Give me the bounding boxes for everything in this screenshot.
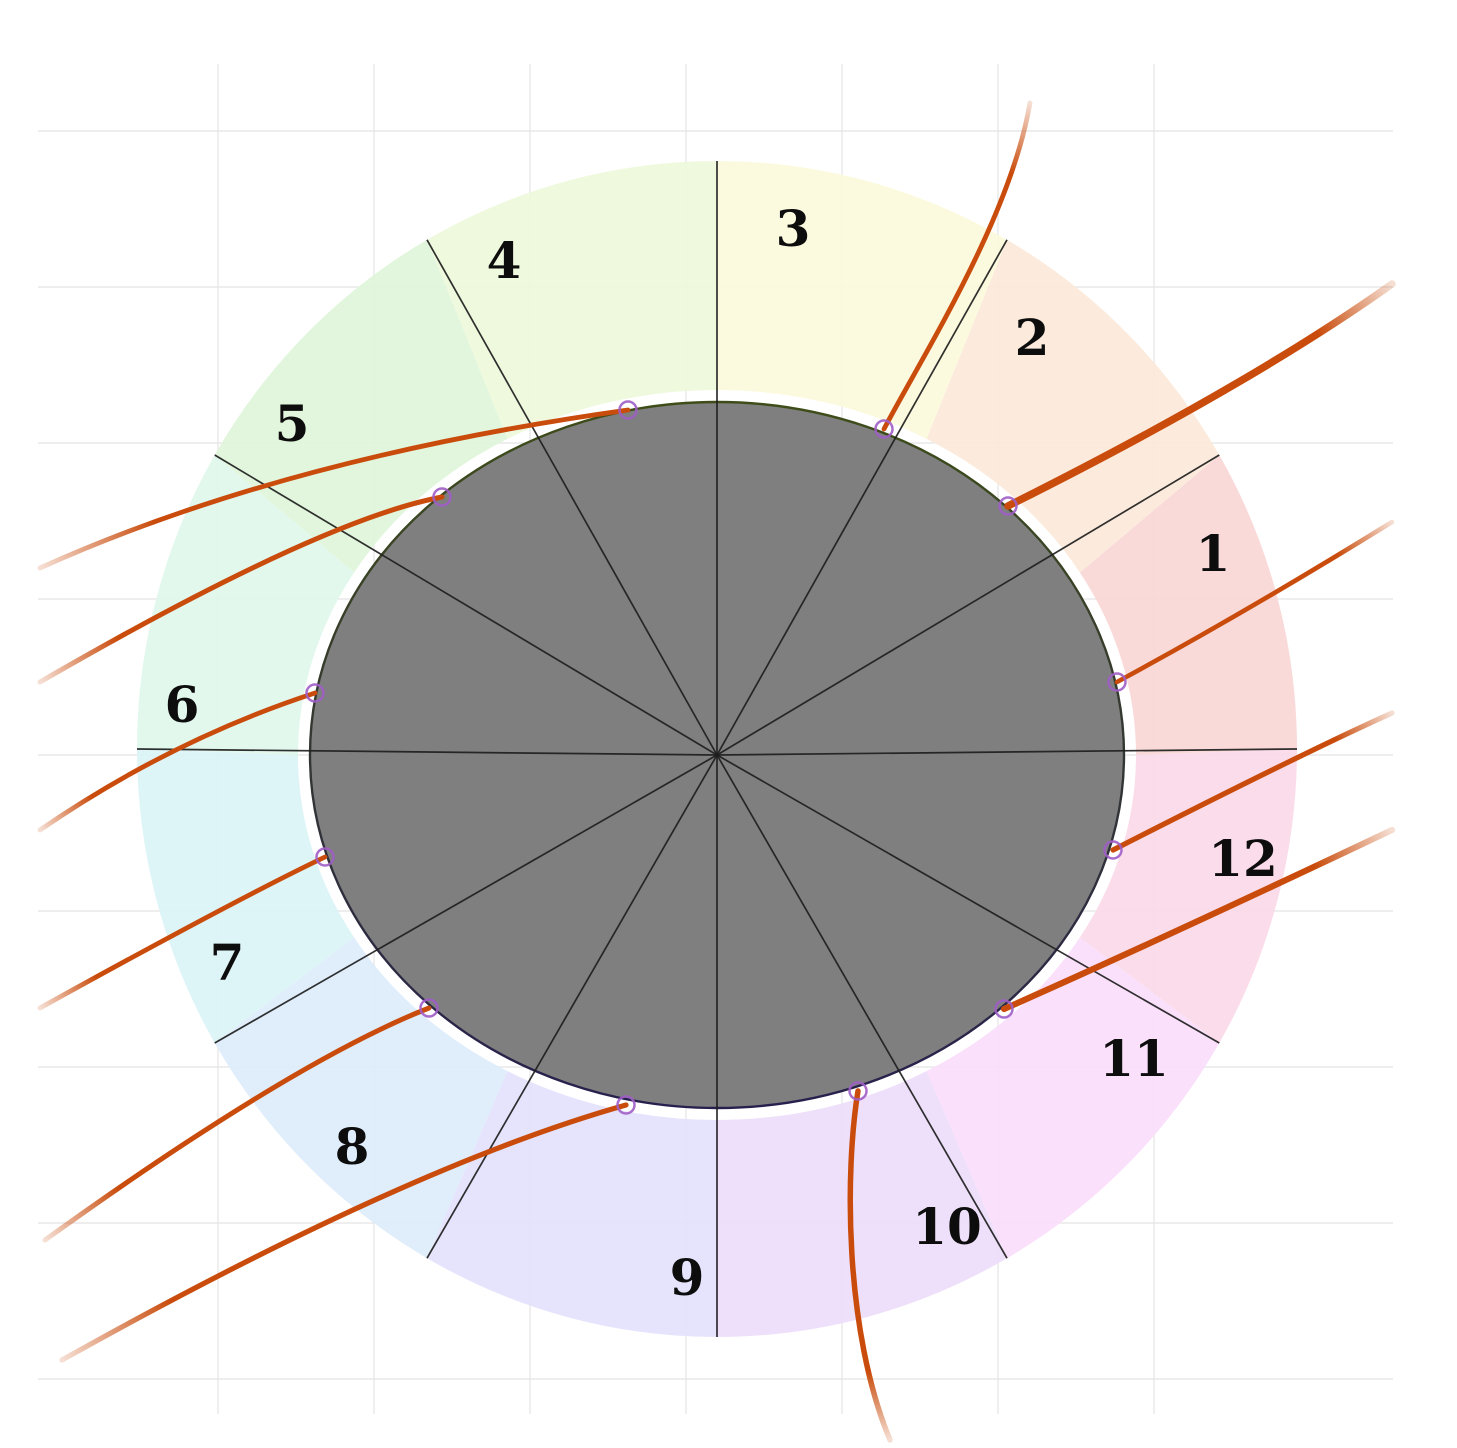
sector-9 <box>427 1071 717 1337</box>
field-curve-12 <box>1110 710 1395 853</box>
sector-label-5: 5 <box>275 394 310 453</box>
field-curve-8 <box>42 1005 432 1243</box>
field-curve-10 <box>847 1088 893 1443</box>
curve-start-marker-2-icon <box>998 496 1018 516</box>
sector-label-12: 12 <box>1208 829 1278 888</box>
curve-start-marker-3-icon <box>874 419 894 439</box>
curve-start-marker-8-icon <box>419 998 439 1018</box>
curve-start-marker-12-icon <box>1103 840 1123 860</box>
curve-start-marker-10-icon <box>848 1081 868 1101</box>
curve-start-markers <box>305 400 1127 1115</box>
sector-label-8: 8 <box>335 1117 370 1176</box>
curve-start-marker-7-icon <box>315 847 335 867</box>
field-curve-1 <box>1114 519 1395 685</box>
field-curve-5 <box>37 494 445 685</box>
spoke-240deg <box>426 754 718 1259</box>
sector-label-9: 9 <box>670 1248 705 1307</box>
spoke-330deg <box>716 754 1220 1044</box>
sector-12 <box>1079 749 1297 1043</box>
curve-start-marker-6-icon <box>305 683 325 703</box>
sector-6 <box>137 455 355 755</box>
spoke-30deg <box>716 454 1220 756</box>
sector-8 <box>214 937 508 1259</box>
curve-start-marker-11-icon <box>994 999 1014 1019</box>
field-curve-2 <box>1004 280 1396 510</box>
field-curve-6 <box>37 690 318 833</box>
spoke-210deg <box>214 754 718 1044</box>
sector-1 <box>1079 455 1297 755</box>
curve-start-marker-1-icon <box>1107 672 1127 692</box>
sector-label-11: 11 <box>1099 1029 1169 1088</box>
sector-label-7: 7 <box>210 933 245 992</box>
spoke-180deg <box>136 748 718 756</box>
spoke-60deg <box>716 239 1008 756</box>
sector-label-3: 3 <box>776 199 811 258</box>
field-curves <box>37 100 1396 1443</box>
sector-5 <box>214 239 508 573</box>
curve-start-marker-9-icon <box>616 1095 636 1115</box>
sector-label-4: 4 <box>487 231 522 290</box>
field-curve-9 <box>59 1102 629 1363</box>
sector-label-2: 2 <box>1015 308 1050 367</box>
sector-10 <box>717 1071 1007 1337</box>
sector-2 <box>926 239 1220 573</box>
curve-start-marker-5-icon <box>432 487 452 507</box>
field-curve-7 <box>37 854 328 1011</box>
field-curve-3 <box>881 100 1033 432</box>
spoke-150deg <box>214 454 718 756</box>
sector-label-6: 6 <box>165 675 200 734</box>
spoke-120deg <box>426 239 718 756</box>
curve-start-marker-4-icon <box>618 400 638 420</box>
spoke-0deg <box>716 748 1298 756</box>
spoke-300deg <box>716 754 1008 1259</box>
sector-label-10: 10 <box>912 1197 982 1256</box>
spokes <box>136 161 1298 1337</box>
sector-label-1: 1 <box>1196 524 1231 583</box>
sector-ring <box>137 161 1297 1337</box>
sector-11 <box>926 937 1220 1259</box>
field-curve-11 <box>1000 826 1396 1013</box>
field-curve-4 <box>37 407 631 571</box>
